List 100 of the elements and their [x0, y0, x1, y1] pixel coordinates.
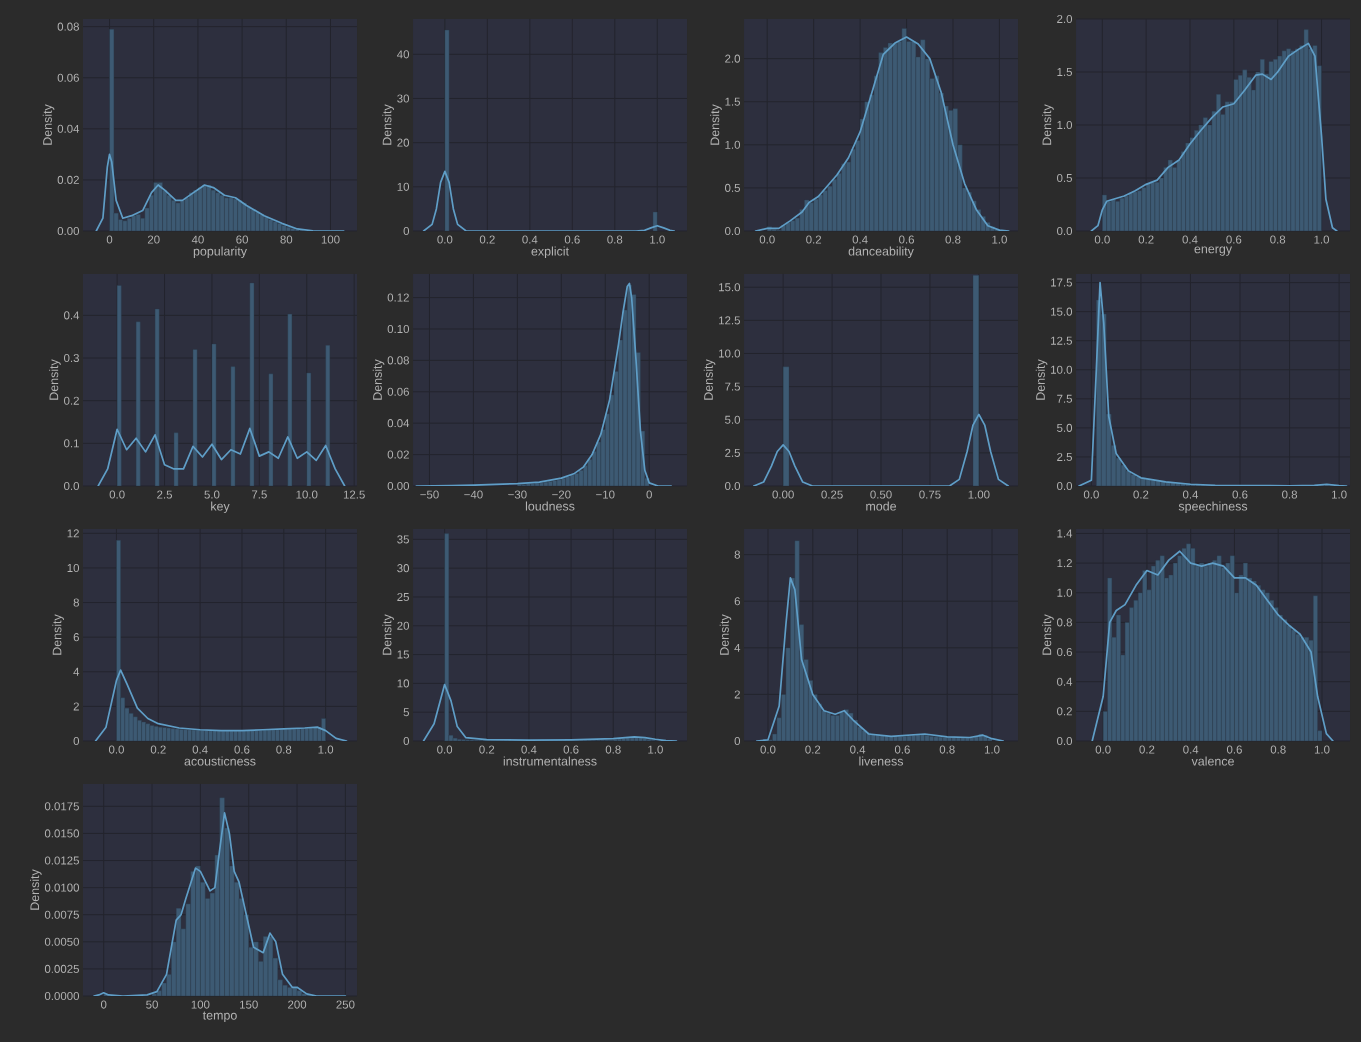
y-tick-label: 0.5: [725, 183, 741, 192]
x-tick-label: 1.0: [1314, 745, 1330, 754]
y-tick-label: 0.0: [1057, 736, 1073, 746]
y-axis-title: Density: [1042, 614, 1054, 655]
x-tick-label: 0.6: [899, 235, 914, 244]
y-tick-label: 6: [734, 597, 740, 606]
x-axis-title: acousticness: [184, 756, 256, 766]
x-tick-label: 0.4: [521, 745, 537, 754]
y-tick-label: 0.00: [387, 481, 410, 491]
x-tick-label: 0.8: [605, 745, 621, 754]
y-tick-label: 0.0100: [44, 883, 80, 892]
y-tick-label: 0.2: [1057, 707, 1072, 716]
x-tick-label: 0.8: [945, 235, 961, 244]
x-tick-label: 0.0: [108, 745, 124, 754]
x-tick-label: 0.0: [1094, 235, 1110, 244]
x-tick-label: −10: [596, 490, 615, 499]
x-tick-label: 0.4: [852, 235, 868, 244]
x-tick-label: 0.0: [1083, 490, 1099, 499]
x-tick-label: 100: [321, 235, 340, 244]
y-tick-label: 2.5: [725, 448, 741, 457]
y-tick-label: 20: [397, 138, 410, 147]
y-tick-label: 0.0150: [44, 829, 80, 838]
x-tick-label: 100: [191, 1000, 210, 1009]
x-tick-label: 7.5: [251, 490, 267, 499]
y-tick-label: 2: [73, 702, 79, 711]
y-tick-label: 12.5: [719, 316, 741, 325]
x-tick-label: 0.0: [760, 745, 776, 754]
y-tick-label: 10.0: [719, 349, 741, 358]
y-tick-label: 0.04: [387, 419, 410, 428]
x-tick-label: 0.2: [479, 745, 495, 754]
y-tick-label: 0.4: [64, 311, 80, 320]
x-tick-label: 0: [100, 1000, 107, 1009]
y-tick-label: 0.1: [64, 439, 79, 448]
y-axis-title: Density: [42, 104, 55, 145]
y-tick-label: 17.5: [1051, 278, 1073, 287]
y-tick-label: 1.2: [1057, 559, 1072, 568]
x-tick-label: 0.4: [1183, 745, 1199, 754]
x-tick-label: 250: [336, 1000, 355, 1009]
y-tick-label: 0.06: [387, 387, 409, 396]
x-tick-label: 0.8: [276, 745, 292, 754]
y-tick-label: 1.0: [725, 140, 741, 149]
x-tick-label: 0.0: [759, 235, 775, 244]
y-tick-label: 25: [397, 592, 409, 602]
x-tick-label: 0.50: [870, 490, 892, 499]
x-tick-label: 0.4: [1182, 490, 1199, 499]
y-tick-label: 5.0: [725, 415, 741, 424]
y-tick-label: 0.0075: [44, 910, 79, 919]
y-tick-label: 0.8: [1057, 618, 1072, 627]
y-tick-label: 0.02: [57, 175, 79, 184]
y-tick-label: 0: [403, 226, 410, 236]
x-tick-label: 0.4: [850, 745, 866, 754]
x-tick-label: 0.6: [1226, 745, 1242, 754]
y-axis-title: Density: [1042, 104, 1054, 145]
y-tick-label: 0.12: [387, 293, 409, 302]
y-tick-label: 0.0000: [44, 991, 80, 1001]
x-tick-label: 0.0: [437, 235, 453, 244]
y-tick-label: 12.5: [1051, 336, 1073, 345]
y-tick-label: 0.0: [725, 481, 741, 491]
x-tick-label: 0.4: [1182, 235, 1198, 244]
x-tick-label: 0.4: [192, 745, 208, 754]
y-tick-label: 0.10: [387, 324, 410, 334]
y-tick-label: 0.0175: [44, 802, 79, 811]
x-tick-label: 150: [240, 1000, 258, 1009]
y-tick-label: 7.5: [725, 382, 741, 391]
x-tick-label: 40: [191, 235, 204, 244]
y-tick-label: 10: [397, 679, 410, 688]
y-tick-label: 0.2: [64, 396, 79, 405]
x-axis-title: danceability: [848, 246, 914, 259]
y-tick-label: 0.0: [1057, 481, 1073, 491]
y-tick-label: 2.0: [725, 54, 741, 63]
y-tick-label: 30: [397, 564, 410, 573]
x-tick-label: 0.2: [806, 235, 822, 244]
y-tick-label: 0.0: [725, 226, 741, 236]
y-tick-label: 2.5: [1057, 452, 1073, 461]
y-tick-label: 35: [397, 535, 409, 544]
y-tick-label: 12: [67, 529, 79, 538]
x-tick-label: 1.0: [1314, 235, 1330, 244]
x-tick-label: 1.0: [984, 745, 1000, 754]
y-axis-title: Density: [52, 614, 64, 655]
x-tick-label: −50: [420, 490, 439, 499]
x-axis-title: mode: [866, 501, 897, 511]
x-tick-label: 0: [646, 490, 652, 499]
x-tick-label: 0.6: [563, 745, 579, 754]
x-tick-label: 1.0: [650, 235, 665, 244]
x-tick-label: 5.0: [204, 490, 220, 499]
x-tick-label: 0.8: [1270, 235, 1286, 244]
x-axis-title: liveness: [859, 756, 904, 766]
x-axis-title: valence: [1191, 756, 1234, 766]
y-tick-label: 15.0: [719, 283, 741, 292]
y-tick-label: 1.5: [1057, 68, 1073, 76]
x-axis-title: energy: [1194, 246, 1233, 256]
y-tick-label: 1.0: [1057, 588, 1073, 597]
y-tick-label: 0.08: [387, 356, 409, 365]
x-tick-label: 50: [146, 1000, 158, 1009]
x-tick-label: 0.75: [919, 490, 941, 499]
y-tick-label: 2: [734, 690, 740, 699]
y-tick-label: 7.5: [1057, 394, 1073, 403]
y-tick-label: 30: [397, 94, 410, 103]
y-tick-label: 0.0025: [44, 964, 79, 973]
x-tick-label: 0.6: [894, 745, 910, 754]
